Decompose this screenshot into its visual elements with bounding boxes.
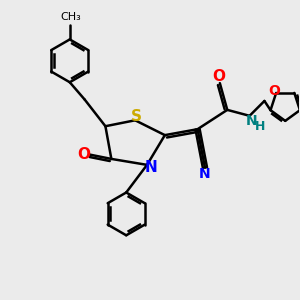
Text: O: O <box>77 147 90 162</box>
Text: N: N <box>246 114 258 128</box>
Text: CH₃: CH₃ <box>60 12 81 22</box>
Text: N: N <box>199 167 211 182</box>
Text: H: H <box>255 120 265 133</box>
Text: O: O <box>269 84 280 98</box>
Text: O: O <box>212 69 225 84</box>
Text: S: S <box>131 109 142 124</box>
Text: N: N <box>145 160 158 175</box>
